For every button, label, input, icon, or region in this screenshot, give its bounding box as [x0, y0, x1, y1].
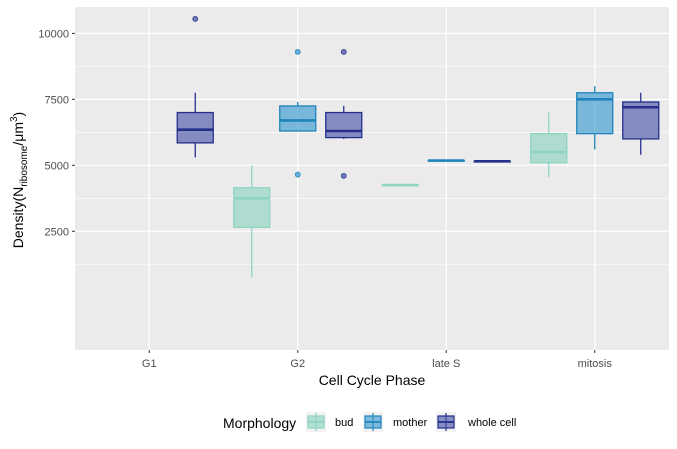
legend-key-mother: mother	[363, 412, 428, 432]
y-tick-label: 5000	[45, 160, 69, 172]
box-whole-cell-mitosis	[622, 92, 660, 155]
x-axis-ticks: G1 G2 late S mitosis	[142, 350, 612, 370]
box-whole-cell-late-S	[473, 160, 511, 163]
box-iqr	[530, 132, 568, 164]
legend: Morphology bud mother whole cell	[223, 412, 516, 432]
outlier-point	[294, 171, 301, 178]
box-mother-late-S	[427, 159, 465, 162]
y-axis-ticks: 2500 5000 7500 10000	[38, 28, 75, 238]
box-whole-cell-G2	[325, 48, 363, 179]
legend-label: bud	[335, 417, 353, 429]
box-bud-mitosis	[530, 112, 568, 178]
grid-lines	[75, 7, 669, 350]
y-axis-title-subscript: ribosome	[19, 145, 30, 187]
legend-label: mother	[393, 417, 428, 429]
y-axis-title-end: )	[10, 112, 26, 117]
box-whole-cell-G1	[176, 15, 214, 158]
outlier-point	[340, 48, 347, 55]
boxes	[176, 15, 660, 278]
legend-label: whole cell	[467, 417, 516, 429]
y-tick-label: 2500	[45, 226, 69, 238]
y-axis-title-main: Density(N	[10, 187, 26, 248]
x-tick-label: G1	[142, 358, 157, 370]
x-tick-label: mitosis	[578, 358, 613, 370]
legend-key-whole-cell: whole cell	[436, 412, 516, 432]
box-mother-mitosis	[576, 86, 614, 150]
legend-title: Morphology	[223, 415, 296, 431]
y-axis-title-superscript: 3	[9, 116, 20, 122]
y-tick-label: 7500	[45, 94, 69, 106]
box-bud-late-S	[381, 183, 419, 187]
y-axis-title: Density(Nribosome/μm3)	[9, 112, 30, 248]
box-iqr	[176, 111, 214, 144]
x-axis-title: Cell Cycle Phase	[319, 372, 426, 388]
box-mother-G2	[279, 48, 317, 178]
outlier-point	[192, 15, 199, 22]
legend-keys: bud mother whole cell	[306, 412, 516, 432]
legend-key-bud: bud	[306, 412, 353, 432]
plot-panel	[75, 7, 669, 350]
outlier-point	[294, 48, 301, 55]
y-axis-title-middle: /μm	[10, 122, 26, 146]
y-tick-label: 10000	[38, 28, 69, 40]
box-iqr	[279, 105, 317, 132]
box-iqr	[233, 187, 271, 228]
box-bud-G2	[233, 165, 271, 278]
box-iqr	[325, 111, 363, 139]
x-tick-label: G2	[290, 358, 305, 370]
x-tick-label: late S	[432, 358, 460, 370]
outlier-point	[340, 172, 347, 179]
